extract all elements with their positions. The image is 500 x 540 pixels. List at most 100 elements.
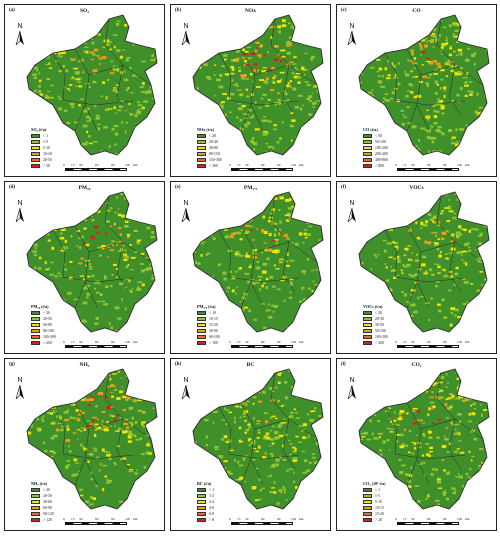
emission-map [358, 368, 490, 510]
legend-label: 1-2 [209, 494, 215, 498]
map-panel: (c) CO N CO (t/a) < 50 50-100 100-200 200-400 40… [336, 4, 497, 177]
province-area [359, 369, 489, 509]
panel-tag: (c) [341, 8, 347, 13]
legend-item: 15-20 [363, 511, 423, 517]
north-arrow-icon: N [345, 200, 359, 222]
scale-bar-graphic [397, 345, 459, 348]
legend-item: > 20 [363, 517, 423, 523]
legend-label: 20-40 [209, 140, 218, 144]
legend-swatch [363, 328, 372, 334]
legend-label: > 50 [43, 164, 50, 168]
legend-label: > 800 [375, 164, 384, 168]
legend-item: 10-15 [363, 505, 423, 511]
north-arrow-icon: N [13, 200, 27, 222]
legend-item: < 1 [197, 487, 257, 493]
north-arrow-icon: N [13, 23, 27, 45]
legend-swatch [363, 493, 372, 499]
province-outline [192, 14, 324, 156]
legend-title: NH₃ (t/a) [31, 481, 48, 486]
legend: SO₂ (t/a) < 1 1-5 5-10 10-20 20-50 > 50 [31, 127, 91, 169]
scale-tick-label: 0 [63, 517, 65, 521]
scale-unit: km [465, 517, 470, 521]
legend-item: 90-120 [31, 511, 91, 517]
legend-swatch [197, 511, 206, 517]
scale-tick-label: 90 [277, 517, 281, 521]
legend-item: 20-30 [363, 316, 423, 322]
legend-item: < 20 [31, 310, 91, 316]
legend-label: 1-5 [375, 494, 381, 498]
legend-swatch [31, 328, 40, 334]
legend-item: > 8 [197, 517, 257, 523]
scale-tick-label: 90 [443, 340, 447, 344]
scale-tick-label: 0 [229, 517, 231, 521]
legend-label: 50-100 [375, 329, 386, 333]
north-label: N [349, 200, 355, 207]
legend-item: 150-300 [197, 157, 257, 163]
scale-tick-label: 120 [457, 517, 463, 521]
legend-swatch [31, 505, 40, 511]
legend-label: 100-200 [43, 335, 56, 339]
province-area [193, 369, 323, 509]
legend-swatch [197, 334, 206, 340]
scale-tick-label: 90 [443, 517, 447, 521]
legend-item: > 200 [31, 340, 91, 346]
city-boundaries [384, 18, 484, 132]
scale-tick-label: 30 [79, 340, 83, 344]
panel-title: PM₁₀ [78, 185, 91, 191]
panel-title: SO₂ [80, 8, 89, 14]
legend: CO₂ (10⁴ t/a) < 1 1-5 5-10 10-15 15-20 > 20 [363, 481, 423, 523]
province-outline [358, 368, 490, 510]
legend-item: < 50 [363, 133, 423, 139]
legend-label: 20-50 [43, 317, 52, 321]
legend-label: > 8 [209, 518, 214, 522]
legend-item: 80-150 [197, 151, 257, 157]
north-arrow-icon: N [179, 377, 193, 399]
scale-bar: 0 15 30 60 90 120 km [393, 340, 473, 352]
legend-label: 60-90 [43, 506, 52, 510]
legend-label: < 50 [375, 134, 382, 138]
province-outline [26, 14, 158, 156]
legend-title: SO₂ (t/a) [31, 127, 47, 132]
legend-item: 50-100 [363, 328, 423, 334]
scale-tick-label: 90 [111, 517, 115, 521]
legend-item: < 20 [363, 310, 423, 316]
legend-label: 5-10 [43, 146, 50, 150]
province-outline [358, 191, 490, 333]
legend-swatch [363, 151, 372, 157]
legend-swatch [363, 334, 372, 340]
panel-tag: (a) [9, 8, 15, 13]
scale-tick-label: 90 [443, 163, 447, 167]
scale-bar-graphic [65, 168, 127, 171]
province-area [27, 369, 157, 509]
panel-tag: (i) [341, 362, 346, 367]
panel-tag: (h) [175, 362, 182, 367]
city-boundaries [384, 195, 484, 309]
legend-item: 200-400 [363, 151, 423, 157]
scale-tick-label: 120 [457, 340, 463, 344]
legend-swatch [197, 487, 206, 493]
map-panel: (e) PM₂.₅ N PM₂.₅ (t/a) < 10 10-15 15-30 30-60 6… [170, 181, 331, 354]
legend: BC (t/a) < 1 1-2 2-4 4-6 6-8 > 8 [197, 481, 257, 523]
scale-tick-label: 15 [71, 163, 75, 167]
scale-tick-label: 60 [95, 163, 99, 167]
legend-label: > 120 [43, 518, 52, 522]
province-outline [192, 191, 324, 333]
legend-label: < 20 [43, 488, 50, 492]
legend-item: 20-30 [31, 493, 91, 499]
scale-tick-label: 60 [427, 340, 431, 344]
scale-tick-label: 60 [261, 163, 265, 167]
legend-title: PM₁₀ (t/a) [31, 304, 49, 309]
north-label: N [349, 377, 355, 384]
legend-swatch [363, 316, 372, 322]
map-panel: (g) NH₃ N NH₃ (t/a) < 20 20-30 30-60 60-90 90-12… [4, 358, 165, 531]
legend-swatch [363, 487, 372, 493]
scale-unit: km [299, 517, 304, 521]
legend-item: 80-100 [31, 328, 91, 334]
north-label: N [17, 377, 23, 384]
legend-label: < 20 [209, 134, 216, 138]
legend-label: > 300 [209, 164, 218, 168]
scale-bar: 0 15 30 60 90 120 km [227, 163, 307, 175]
scale-tick-label: 15 [237, 163, 241, 167]
legend-swatch [31, 487, 40, 493]
scale-tick-label: 120 [125, 517, 131, 521]
